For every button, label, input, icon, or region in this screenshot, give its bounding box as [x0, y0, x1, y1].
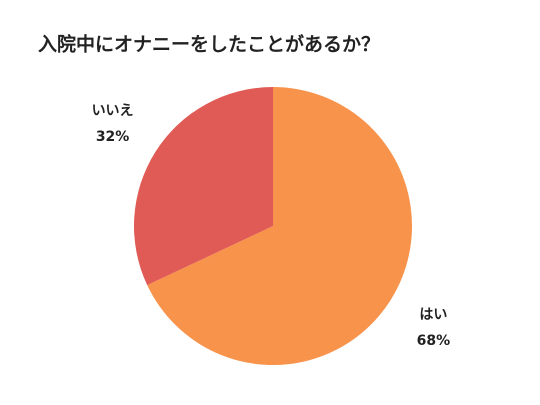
chart-title: 入院中にオナニーをしたことがあるか？ — [38, 33, 380, 56]
value-label: 68% — [417, 333, 451, 349]
pie-slice — [147, 87, 413, 365]
slice-label: はい — [419, 307, 447, 323]
value-label: 32% — [96, 129, 130, 145]
slice-label: いいえ — [92, 103, 134, 119]
pie-slice — [133, 87, 273, 286]
